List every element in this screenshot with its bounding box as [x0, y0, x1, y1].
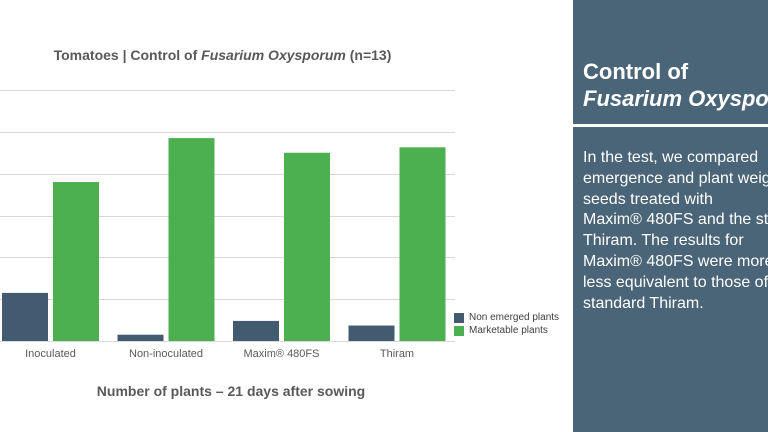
bar-marketable: [399, 147, 446, 341]
panel-body-line: Maxim® 480FS and the standard: [583, 211, 768, 229]
bar-marketable: [168, 138, 215, 341]
panel-divider: [573, 124, 768, 127]
bar-non-emerged: [2, 292, 48, 341]
bar-non-emerged: [117, 334, 164, 341]
legend-item-non-emerged: Non emerged plants: [454, 311, 559, 324]
legend-swatch-non-emerged: [454, 312, 464, 323]
panel-body-line: emergence and plant weight of: [583, 169, 768, 187]
x-tick-label: Thiram: [380, 348, 414, 360]
x-tick-label: Non-inoculated: [129, 348, 203, 360]
bar-non-emerged: [233, 320, 279, 341]
bar-chart: Inoculated Non-inoculated Maxim® 480FS Thir…: [0, 90, 455, 360]
chart-legend: Non emerged plants Marketable plants: [454, 311, 559, 337]
legend-label-non-emerged: Non emerged plants: [469, 312, 560, 323]
panel-heading-line2: Fusarium Oxysporum: [583, 86, 768, 111]
chart-title-subject: Fusarium Oxysporum: [201, 47, 346, 63]
panel-body-line: Maxim® 480FS were more or: [583, 252, 768, 270]
x-axis-label: Number of plants – 21 days after sowing: [96, 383, 366, 399]
x-tick-label: Maxim® 480FS: [244, 348, 320, 360]
panel-body-line: less equivalent to those of the: [583, 273, 768, 291]
chart-title-prefix: Tomatoes | Control of: [53, 47, 202, 63]
bar-non-emerged: [348, 325, 395, 341]
panel-body: In the test, we compared emergence and p…: [583, 148, 768, 314]
x-tick-label: Inoculated: [25, 348, 76, 360]
chart-title: Tomatoes | Control of Fusarium Oxysporum…: [0, 47, 445, 63]
legend-label-marketable: Marketable plants: [469, 325, 548, 336]
panel-body-line: In the test, we compared: [583, 149, 759, 166]
chart-title-suffix: (n=13): [345, 47, 392, 63]
info-panel: Control of Fusarium Oxysporum In the tes…: [573, 0, 768, 432]
legend-swatch-marketable: [454, 325, 464, 336]
panel-body-line: Thiram. The results for: [583, 232, 744, 250]
panel-heading: Control of Fusarium Oxysporum: [583, 58, 768, 112]
bar-marketable: [284, 152, 330, 341]
bar-marketable: [53, 182, 99, 341]
panel-body-line: standard Thiram.: [583, 294, 704, 312]
panel-heading-line1: Control of: [583, 59, 689, 84]
legend-item-marketable: Marketable plants: [454, 324, 559, 337]
panel-body-line: seeds treated with: [583, 190, 713, 208]
